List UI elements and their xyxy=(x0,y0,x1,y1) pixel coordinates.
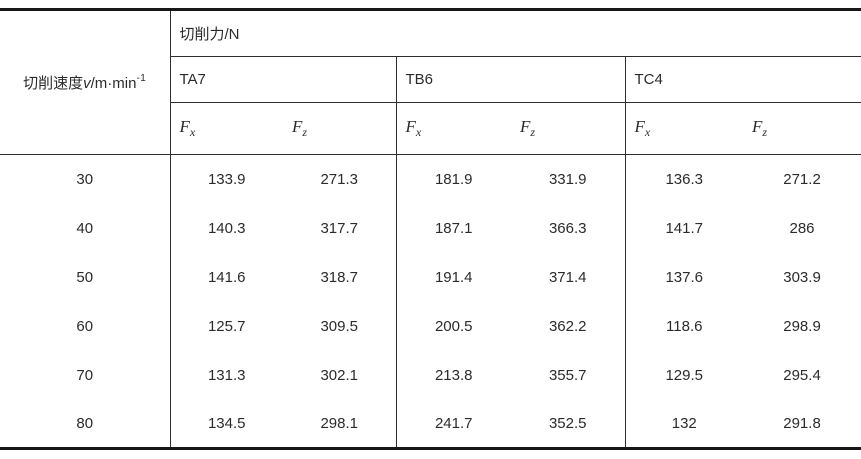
tb6-fz-cell: 352.5 xyxy=(548,414,587,432)
force-subscript: z xyxy=(302,125,308,139)
ta7-fx-cell: 131.3 xyxy=(169,350,283,400)
header-row-alloys: TA7 TB6 TC4 xyxy=(0,56,861,103)
table-row: 80 134.5 298.1 241.7 352.5 132 291.8 xyxy=(0,399,861,449)
force-symbol: F xyxy=(634,117,645,136)
speed-cell: 60 xyxy=(76,317,94,335)
alloy-header-tb6: TB6 xyxy=(395,56,625,103)
speed-cell: 40 xyxy=(76,219,94,237)
speed-header-cell: 切削速度v/m·min-1 xyxy=(0,9,171,155)
force-symbol: F xyxy=(179,117,190,136)
ta7-fx-cell: 141.6 xyxy=(169,252,283,302)
force-symbol: F xyxy=(292,117,303,136)
tb6-fx-cell: 181.9 xyxy=(395,154,511,204)
force-symbol: F xyxy=(520,117,531,136)
tc4-fz-cell: 286 xyxy=(789,219,815,237)
tb6-fz-cell: 362.2 xyxy=(548,317,587,335)
tc4-fx-cell: 137.6 xyxy=(624,252,743,302)
tb6-fz-header: Fz xyxy=(511,102,625,155)
speed-cell: 80 xyxy=(76,414,94,432)
tc4-fz-cell: 291.8 xyxy=(783,414,821,432)
alloy-header-tc4: TC4 xyxy=(624,56,861,103)
table-row: 70 131.3 302.1 213.8 355.7 129.5 295.4 xyxy=(0,350,861,400)
speed-unit-exponent: -1 xyxy=(136,73,147,84)
force-subscript: z xyxy=(530,125,536,139)
force-subscript: x xyxy=(644,125,651,139)
tc4-fx-header: Fx xyxy=(624,102,743,155)
tb6-fx-cell: 213.8 xyxy=(395,350,511,400)
force-subscript: z xyxy=(762,125,768,139)
speed-symbol: v xyxy=(83,75,91,92)
tc4-fz-cell: 295.4 xyxy=(783,366,821,384)
speed-unit: /m·min xyxy=(90,75,137,92)
tb6-fx-cell: 187.1 xyxy=(395,203,511,253)
tc4-fx-cell: 141.7 xyxy=(624,203,743,253)
tb6-fz-cell: 371.4 xyxy=(548,268,587,286)
tc4-fz-cell: 271.2 xyxy=(783,170,821,188)
ta7-fx-cell: 140.3 xyxy=(169,203,283,253)
speed-header-text: 切削速度 xyxy=(23,75,84,92)
table-row: 60 125.7 309.5 200.5 362.2 118.6 298.9 xyxy=(0,301,861,351)
ta7-fz-cell: 309.5 xyxy=(320,317,359,335)
ta7-fz-cell: 317.7 xyxy=(320,219,359,237)
force-symbol: F xyxy=(752,117,763,136)
ta7-fx-cell: 134.5 xyxy=(169,399,283,449)
speed-cell: 50 xyxy=(76,268,94,286)
ta7-fz-cell: 298.1 xyxy=(320,414,359,432)
tc4-fx-cell: 129.5 xyxy=(624,350,743,400)
force-symbol: F xyxy=(405,117,416,136)
tc4-fz-header: Fz xyxy=(743,102,861,155)
ta7-fz-cell: 302.1 xyxy=(320,366,359,384)
table-row: 50 141.6 318.7 191.4 371.4 137.6 303.9 xyxy=(0,252,861,302)
force-subscript: x xyxy=(189,125,196,139)
tc4-fx-cell: 136.3 xyxy=(624,154,743,204)
force-header-cell: 切削力/N xyxy=(170,9,861,57)
ta7-fx-cell: 125.7 xyxy=(169,301,283,351)
tc4-fx-cell: 132 xyxy=(624,399,743,449)
table-row: 30 133.9 271.3 181.9 331.9 136.3 271.2 xyxy=(0,154,861,204)
tc4-fz-cell: 298.9 xyxy=(783,317,821,335)
tb6-fx-cell: 200.5 xyxy=(395,301,511,351)
tb6-fx-cell: 241.7 xyxy=(395,399,511,449)
tb6-fz-cell: 366.3 xyxy=(548,219,587,237)
tb6-fx-cell: 191.4 xyxy=(395,252,511,302)
tb6-fz-cell: 331.9 xyxy=(548,170,587,188)
ta7-fz-cell: 318.7 xyxy=(320,268,359,286)
tc4-fz-cell: 303.9 xyxy=(783,268,821,286)
tb6-fx-header: Fx xyxy=(395,102,511,155)
tc4-fx-cell: 118.6 xyxy=(624,301,743,351)
header-row-components: Fx Fz Fx Fz Fx Fz xyxy=(0,102,861,155)
ta7-fx-header: Fx xyxy=(169,102,283,155)
force-subscript: x xyxy=(415,125,422,139)
ta7-fz-header: Fz xyxy=(283,102,396,155)
table-row: 40 140.3 317.7 187.1 366.3 141.7 286 xyxy=(0,203,861,253)
cutting-force-table: 切削速度v/m·min-1 切削力/N TA7 TB6 TC4 Fx Fz Fx… xyxy=(0,8,861,450)
ta7-fx-cell: 133.9 xyxy=(169,154,283,204)
ta7-fz-cell: 271.3 xyxy=(320,170,359,188)
tb6-fz-cell: 355.7 xyxy=(548,366,587,384)
alloy-header-ta7: TA7 xyxy=(169,56,396,103)
header-row-force: 切削速度v/m·min-1 切削力/N xyxy=(0,9,861,155)
speed-cell: 30 xyxy=(76,170,94,188)
speed-cell: 70 xyxy=(76,366,94,384)
